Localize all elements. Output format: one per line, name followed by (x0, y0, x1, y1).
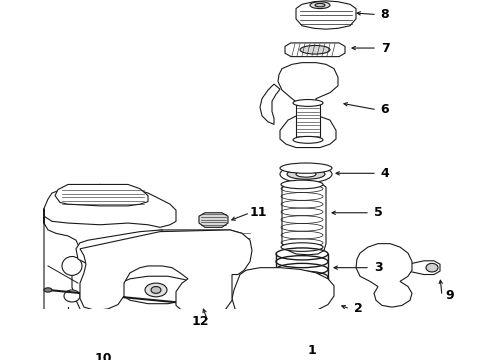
Polygon shape (285, 43, 345, 57)
Ellipse shape (382, 295, 398, 305)
Ellipse shape (64, 290, 80, 302)
Polygon shape (232, 268, 334, 322)
Text: 11: 11 (249, 206, 267, 219)
Text: 12: 12 (191, 315, 209, 328)
Polygon shape (296, 1, 356, 29)
Ellipse shape (145, 283, 167, 297)
Ellipse shape (310, 2, 330, 9)
Text: 6: 6 (381, 103, 390, 116)
Bar (301, 311, 313, 329)
Ellipse shape (300, 300, 312, 307)
Ellipse shape (151, 287, 161, 293)
Polygon shape (44, 208, 80, 328)
Polygon shape (408, 261, 440, 275)
Ellipse shape (385, 272, 395, 280)
Ellipse shape (293, 136, 323, 143)
Polygon shape (282, 182, 326, 255)
Ellipse shape (44, 288, 52, 292)
Ellipse shape (196, 302, 204, 307)
Ellipse shape (296, 171, 316, 177)
Text: 9: 9 (446, 289, 454, 302)
Ellipse shape (380, 268, 400, 285)
Ellipse shape (382, 248, 398, 258)
Ellipse shape (426, 264, 438, 272)
Polygon shape (356, 244, 412, 307)
Polygon shape (80, 230, 252, 316)
Polygon shape (144, 230, 248, 262)
Text: 2: 2 (354, 302, 363, 315)
Ellipse shape (287, 169, 325, 179)
Polygon shape (278, 63, 338, 148)
Bar (262, 332, 362, 358)
Polygon shape (260, 84, 280, 125)
Text: 10: 10 (94, 352, 112, 360)
Ellipse shape (280, 163, 332, 173)
Ellipse shape (281, 180, 323, 189)
Polygon shape (55, 184, 148, 206)
Text: 3: 3 (374, 261, 382, 274)
Ellipse shape (62, 257, 82, 275)
Text: 8: 8 (381, 8, 390, 21)
Text: 5: 5 (374, 206, 382, 219)
Bar (296, 103, 320, 139)
Text: 4: 4 (381, 167, 390, 180)
Polygon shape (44, 184, 176, 228)
Ellipse shape (315, 4, 325, 7)
Ellipse shape (281, 243, 323, 251)
Ellipse shape (300, 45, 330, 54)
Ellipse shape (301, 326, 313, 333)
Polygon shape (199, 213, 228, 228)
Polygon shape (76, 230, 162, 264)
Text: 7: 7 (381, 41, 390, 55)
Ellipse shape (293, 99, 323, 106)
Ellipse shape (280, 166, 332, 183)
Polygon shape (120, 276, 192, 304)
Text: 1: 1 (308, 343, 317, 356)
